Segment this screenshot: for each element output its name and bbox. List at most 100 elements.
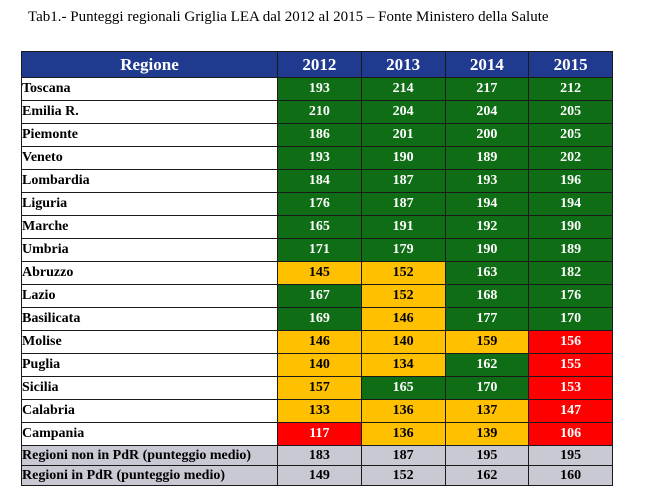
region-name: Lombardia <box>21 169 278 193</box>
score-cell: 136 <box>360 422 446 446</box>
score-cell: 187 <box>360 169 446 193</box>
score-cell: 168 <box>444 284 530 308</box>
header-2013: 2013 <box>360 51 446 78</box>
score-cell: 184 <box>277 169 362 193</box>
score-cell: 140 <box>360 330 446 354</box>
score-cell: 186 <box>277 123 362 147</box>
score-cell: 157 <box>277 376 362 400</box>
summary-score-cell: 160 <box>528 465 613 486</box>
score-cell: 170 <box>528 307 613 331</box>
score-cell: 189 <box>444 146 530 170</box>
table-row: Emilia R. 210 204 204 205 <box>21 100 613 124</box>
summary-label: Regioni non in PdR (punteggio medio) <box>21 445 278 466</box>
score-cell: 176 <box>277 192 362 216</box>
score-cell: 165 <box>277 215 362 239</box>
score-cell: 189 <box>528 238 613 262</box>
score-cell: 190 <box>528 215 613 239</box>
score-cell: 214 <box>360 77 446 101</box>
score-cell: 171 <box>277 238 362 262</box>
score-cell: 139 <box>444 422 530 446</box>
score-cell: 134 <box>360 353 446 377</box>
score-cell: 169 <box>277 307 362 331</box>
summary-row: Regioni in PdR (punteggio medio) 149 152 16… <box>21 465 613 486</box>
score-cell: 179 <box>360 238 446 262</box>
score-cell: 167 <box>277 284 362 308</box>
score-cell: 205 <box>528 123 613 147</box>
table-caption: Tab1.- Punteggi regionali Griglia LEA da… <box>28 9 549 25</box>
table-row: Puglia 140 134 162 155 <box>21 353 613 377</box>
score-cell: 187 <box>360 192 446 216</box>
table-row: Calabria 133 136 137 147 <box>21 399 613 423</box>
score-cell: 177 <box>444 307 530 331</box>
header-row: Regione 2012 2013 2014 2015 <box>21 51 613 78</box>
score-cell: 201 <box>360 123 446 147</box>
score-cell: 147 <box>528 399 613 423</box>
table-row: Marche 165 191 192 190 <box>21 215 613 239</box>
summary-score-cell: 195 <box>444 445 530 466</box>
score-cell: 152 <box>360 261 446 285</box>
table-row: Abruzzo 145 152 163 182 <box>21 261 613 285</box>
score-cell: 212 <box>528 77 613 101</box>
region-name: Campania <box>21 422 278 446</box>
score-cell: 156 <box>528 330 613 354</box>
header-regione: Regione <box>21 51 278 78</box>
score-cell: 145 <box>277 261 362 285</box>
score-cell: 194 <box>444 192 530 216</box>
score-cell: 162 <box>444 353 530 377</box>
table-row: Toscana 193 214 217 212 <box>21 77 613 101</box>
score-cell: 202 <box>528 146 613 170</box>
summary-score-cell: 149 <box>277 465 362 486</box>
score-cell: 205 <box>528 100 613 124</box>
score-cell: 152 <box>360 284 446 308</box>
score-cell: 210 <box>277 100 362 124</box>
table-row: Liguria 176 187 194 194 <box>21 192 613 216</box>
score-cell: 204 <box>360 100 446 124</box>
score-cell: 106 <box>528 422 613 446</box>
table-row: Molise 146 140 159 156 <box>21 330 613 354</box>
score-cell: 163 <box>444 261 530 285</box>
region-name: Umbria <box>21 238 278 262</box>
lea-scores-table: Regione 2012 2013 2014 2015 Toscana 193 21… <box>21 51 613 486</box>
table-row: Veneto 193 190 189 202 <box>21 146 613 170</box>
region-name: Marche <box>21 215 278 239</box>
score-cell: 190 <box>360 146 446 170</box>
region-name: Molise <box>21 330 278 354</box>
table-row: Piemonte 186 201 200 205 <box>21 123 613 147</box>
region-name: Piemonte <box>21 123 278 147</box>
score-cell: 193 <box>277 77 362 101</box>
summary-score-cell: 152 <box>360 465 446 486</box>
header-2015: 2015 <box>528 51 613 78</box>
table-row: Sicilia 157 165 170 153 <box>21 376 613 400</box>
table-row: Basilicata 169 146 177 170 <box>21 307 613 331</box>
table-row: Campania 117 136 139 106 <box>21 422 613 446</box>
region-name: Emilia R. <box>21 100 278 124</box>
score-cell: 192 <box>444 215 530 239</box>
score-cell: 146 <box>277 330 362 354</box>
summary-score-cell: 187 <box>360 445 446 466</box>
summary-score-cell: 162 <box>444 465 530 486</box>
score-cell: 196 <box>528 169 613 193</box>
score-cell: 165 <box>360 376 446 400</box>
summary-row: Regioni non in PdR (punteggio medio) 183 1… <box>21 445 613 466</box>
summary-label: Regioni in PdR (punteggio medio) <box>21 465 278 486</box>
score-cell: 217 <box>444 77 530 101</box>
region-name: Toscana <box>21 77 278 101</box>
header-2014: 2014 <box>444 51 530 78</box>
score-cell: 200 <box>444 123 530 147</box>
region-name: Lazio <box>21 284 278 308</box>
table-row: Lombardia 184 187 193 196 <box>21 169 613 193</box>
region-name: Liguria <box>21 192 278 216</box>
summary-score-cell: 195 <box>528 445 613 466</box>
score-cell: 204 <box>444 100 530 124</box>
score-cell: 133 <box>277 399 362 423</box>
table-body: Toscana 193 214 217 212 Emilia R. 210 204 204 205… <box>21 77 613 486</box>
region-name: Puglia <box>21 353 278 377</box>
score-cell: 191 <box>360 215 446 239</box>
score-cell: 153 <box>528 376 613 400</box>
region-name: Basilicata <box>21 307 278 331</box>
score-cell: 117 <box>277 422 362 446</box>
score-cell: 176 <box>528 284 613 308</box>
score-cell: 193 <box>444 169 530 193</box>
region-name: Veneto <box>21 146 278 170</box>
score-cell: 170 <box>444 376 530 400</box>
